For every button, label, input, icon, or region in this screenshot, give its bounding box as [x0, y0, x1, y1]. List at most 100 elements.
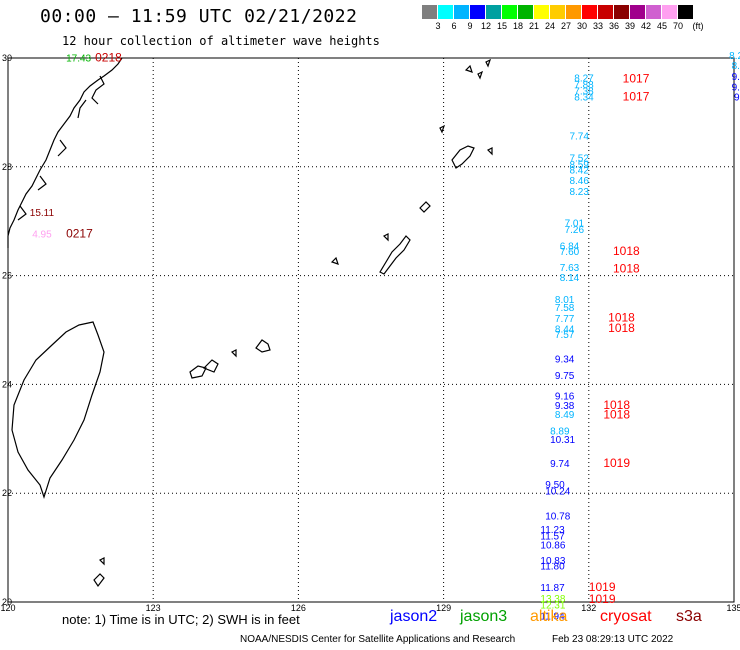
okinawa-island — [379, 235, 411, 275]
wave-height-value: 8.14 — [560, 273, 580, 284]
wave-height-value: 0217 — [66, 227, 93, 241]
wave-height-value: 9.50 — [545, 480, 565, 491]
wave-height-value: 1018 — [613, 244, 640, 258]
map-title: 00:00 — 11:59 UTC 02/21/2022 — [40, 6, 358, 27]
wave-height-value: 1018 — [608, 310, 635, 324]
wave-height-value: 7.38 — [574, 86, 594, 97]
wave-height-value: 9.1 — [732, 72, 740, 83]
legend-altika: altika — [530, 608, 568, 625]
legend-label: 9 — [467, 21, 473, 31]
legend-label: 3 — [435, 21, 441, 31]
legend-swatch — [438, 5, 454, 19]
small-island — [464, 64, 473, 73]
legend-swatch — [486, 5, 502, 19]
x-tick-label: 135 — [726, 603, 740, 613]
wave-height-value: 8.28 — [729, 51, 740, 62]
wave-height-value: 9.16 — [555, 392, 575, 403]
legend-swatch — [566, 5, 582, 19]
x-tick-label: 123 — [146, 603, 161, 613]
wave-height-value: 1018 — [613, 261, 640, 275]
legend-label: 70 — [672, 21, 684, 31]
wave-height-value: 8.89 — [550, 426, 570, 437]
x-tick-label: 126 — [291, 603, 306, 613]
color-scale-labels: 3 6 9 12 15 18 21 24 27 30 33 36 39 42 45 70 (ft) — [422, 21, 740, 33]
coast-inlet — [17, 205, 27, 221]
small-island — [230, 349, 237, 358]
coastline — [7, 57, 493, 588]
x-tick-label: 129 — [436, 603, 451, 613]
iriomote-island — [202, 359, 219, 373]
wave-height-value: 8.42 — [569, 165, 589, 176]
wave-height-value: 8.27 — [574, 73, 594, 84]
wave-height-value: 7.57 — [555, 330, 575, 341]
legend-label: 39 — [624, 21, 636, 31]
tokunoshima-island — [419, 201, 431, 213]
legend-label: 12 — [480, 21, 492, 31]
wave-height-value: 1018 — [608, 321, 635, 335]
color-scale-legend — [422, 5, 694, 19]
y-tick-label: 28 — [2, 162, 12, 172]
wave-height-value: 7.63 — [560, 263, 580, 274]
wave-height-value: 8.49 — [555, 410, 575, 421]
wave-height-value: 7.01 — [565, 219, 585, 230]
wave-height-value: 17.43 — [66, 53, 91, 64]
y-tick-label: 20 — [2, 597, 12, 607]
wave-height-value: 11.87 — [540, 583, 565, 594]
legend-jason3: jason3 — [460, 608, 508, 625]
wave-height-value: 8.34 — [574, 92, 594, 103]
y-tick-label: 26 — [2, 271, 12, 281]
wave-height-value: 9.74 — [550, 459, 570, 470]
wave-height-value: 1019 — [589, 592, 616, 606]
wave-height-value: 4.95 — [32, 230, 52, 241]
coast-inlet — [91, 75, 105, 105]
legend-swatch — [470, 5, 486, 19]
lat-lon-grid — [7, 57, 735, 603]
wave-height-value: 15.11 — [30, 208, 55, 219]
amami-island — [451, 145, 475, 169]
small-island — [485, 58, 492, 68]
legend-swatch — [550, 5, 566, 19]
wave-height-value: 9.34 — [555, 355, 575, 366]
legend-label: (ft) — [692, 21, 704, 31]
wave-height-value: 7.74 — [569, 132, 589, 143]
wave-height-value: 11.80 — [540, 561, 565, 572]
wave-height-value: 1017 — [623, 89, 650, 103]
wave-height-labels: 17.43 0218 15.11 4.95 0217 8.288.319.19.9 8.27… — [30, 50, 740, 622]
legend-label: 27 — [560, 21, 572, 31]
wave-height-value: 6.84 — [560, 241, 580, 252]
legend-label: 45 — [656, 21, 668, 31]
wave-height-value: 10.83 — [540, 556, 565, 567]
y-tick-label: 24 — [2, 379, 12, 389]
china-coastline — [7, 57, 123, 248]
wave-height-value: 1018 — [603, 398, 630, 412]
legend-swatch — [502, 5, 518, 19]
legend-label: 33 — [592, 21, 604, 31]
wave-height-value: 7.58 — [555, 303, 575, 314]
wave-height-value: 10.31 — [550, 435, 575, 446]
legend-swatch — [422, 5, 438, 19]
wave-height-value: 7.26 — [565, 225, 585, 236]
wave-height-value: 7.52 — [569, 153, 589, 164]
wave-height-value: 8.31 — [732, 61, 740, 72]
legend-label: 15 — [496, 21, 508, 31]
legend-label: 6 — [451, 21, 457, 31]
wave-height-value: 8.44 — [555, 325, 575, 336]
legend-swatch — [662, 5, 678, 19]
y-tick-label: 22 — [2, 488, 12, 498]
wave-height-value: 8.46 — [569, 176, 589, 187]
wave-height-value: 7.77 — [555, 314, 575, 325]
wave-height-value: 11.23 — [540, 525, 565, 536]
legend-label: 42 — [640, 21, 652, 31]
ishigaki-island — [189, 365, 207, 379]
legend-swatch — [582, 5, 598, 19]
coast-inlet — [37, 175, 47, 191]
wave-height-value: 7.60 — [560, 247, 580, 258]
legend-swatch — [614, 5, 630, 19]
wave-height-value: 1019 — [603, 456, 630, 470]
legend-jason2: jason2 — [390, 608, 438, 625]
small-island — [477, 70, 484, 80]
wave-height-value: 13.38 — [540, 594, 565, 605]
x-tick-label: 120 — [0, 603, 15, 613]
small-island — [93, 573, 105, 588]
wave-height-value: 8.59 — [569, 160, 589, 171]
